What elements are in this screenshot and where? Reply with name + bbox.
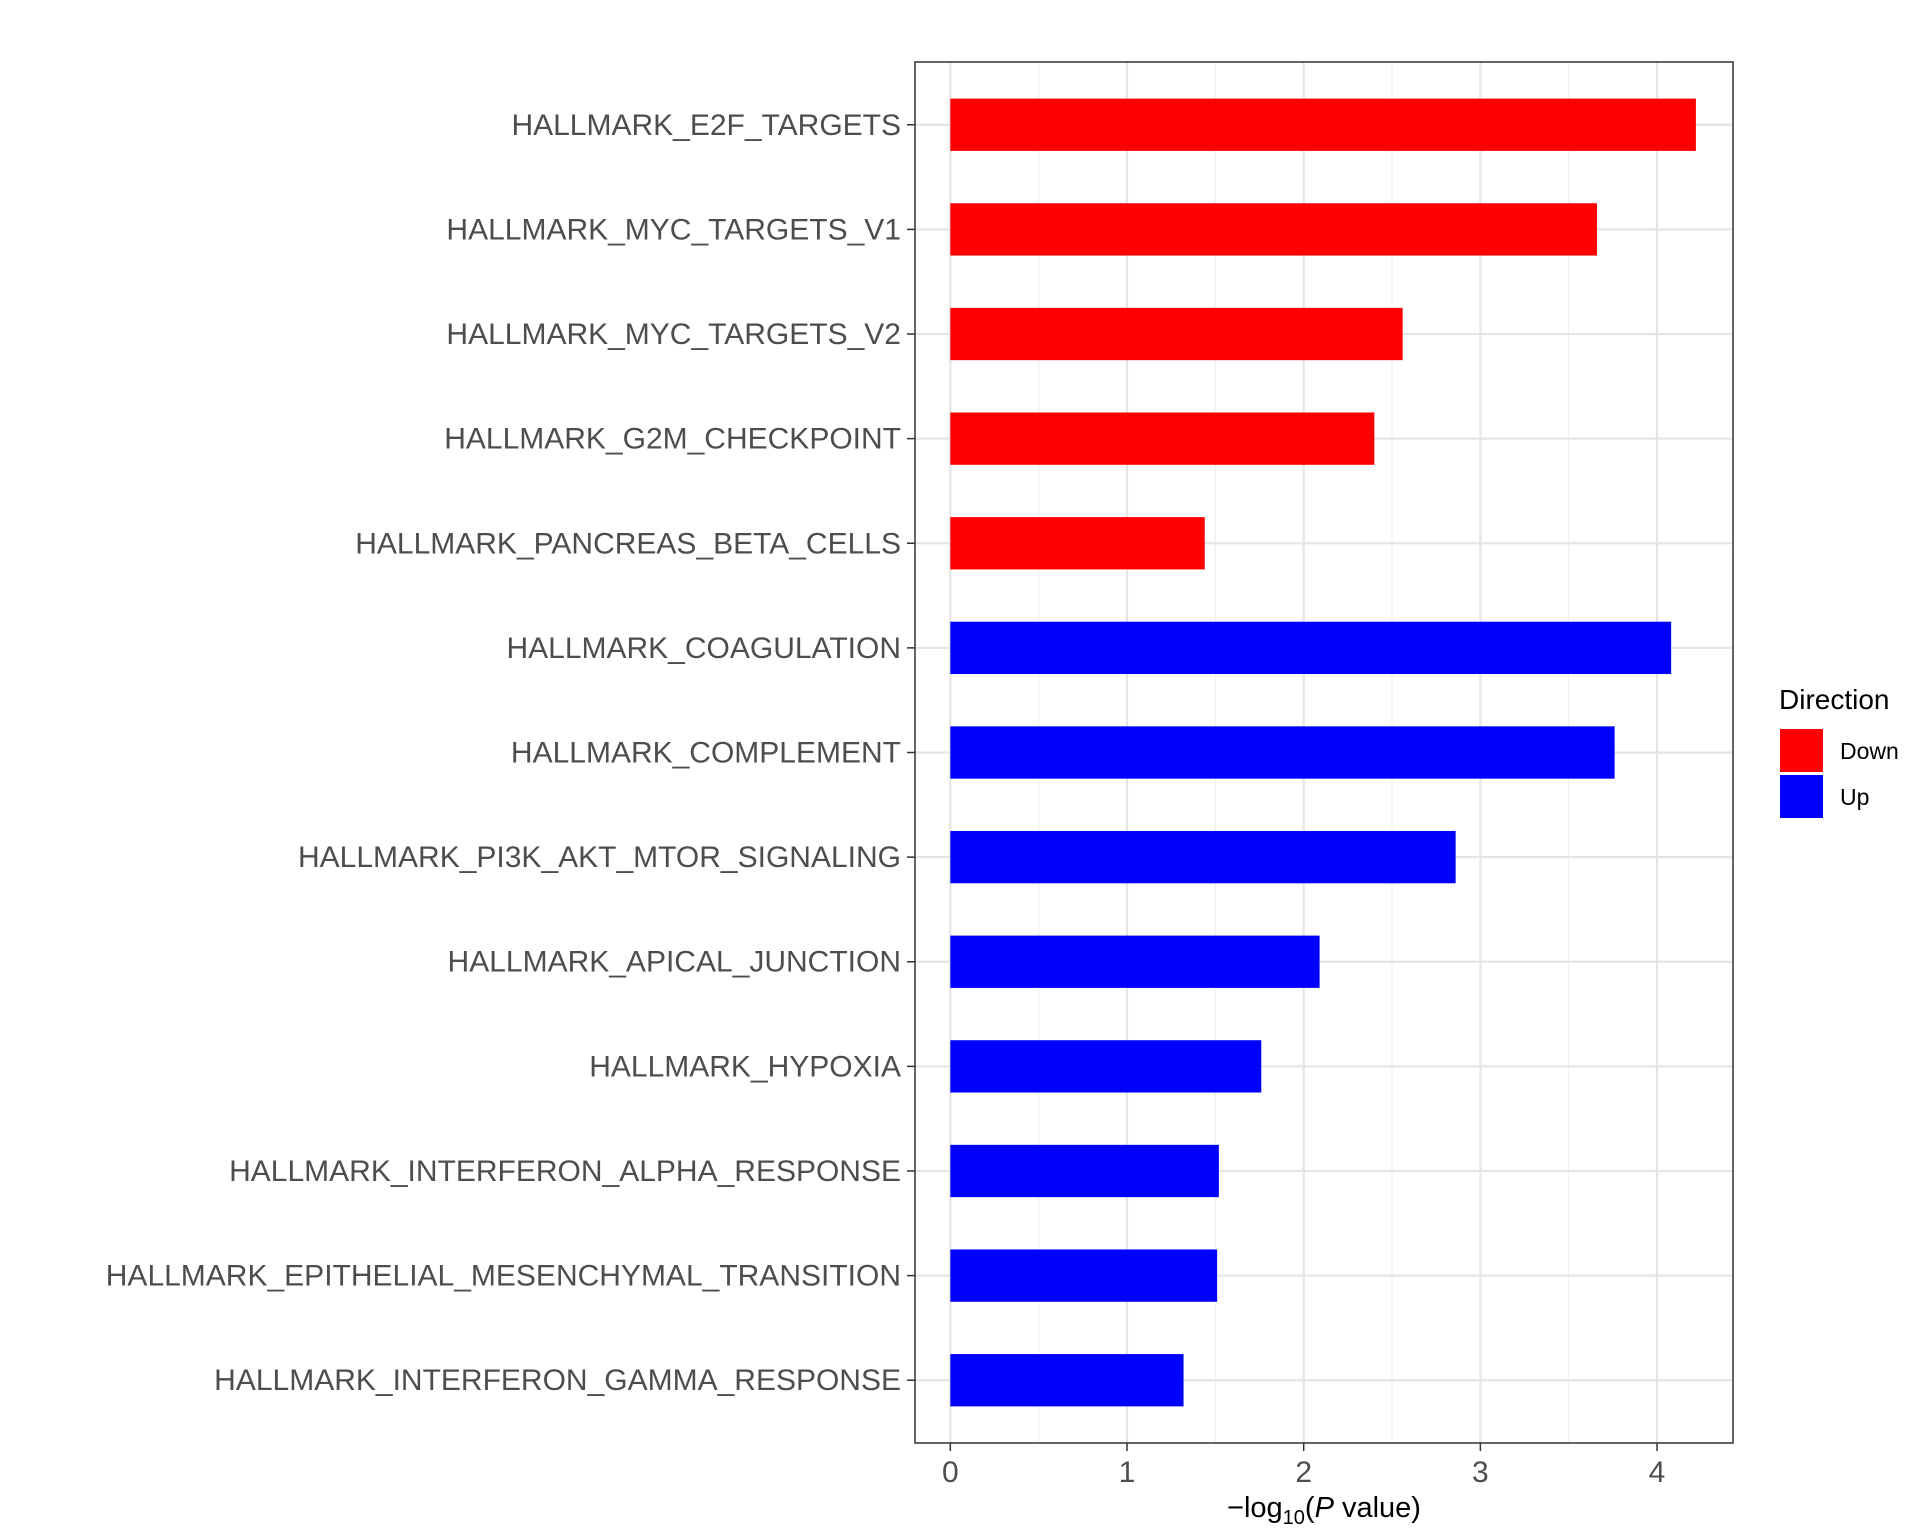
y-tick-label: HALLMARK_MYC_TARGETS_V1 xyxy=(446,213,901,246)
legend-key-down xyxy=(1780,729,1823,772)
x-axis-title-rest: value) xyxy=(1334,1492,1421,1524)
legend-key-up xyxy=(1780,775,1823,818)
x-axis-title-prefix: −log xyxy=(1227,1492,1283,1524)
bar xyxy=(950,1354,1184,1407)
x-axis-title-open: ( xyxy=(1305,1492,1315,1524)
y-tick-label: HALLMARK_INTERFERON_GAMMA_RESPONSE xyxy=(214,1364,901,1397)
x-axis-title-italic: P xyxy=(1315,1492,1335,1524)
legend: Direction Down Up xyxy=(1779,684,1899,818)
x-axis-title-subscript: 10 xyxy=(1283,1507,1305,1529)
bar xyxy=(950,1040,1262,1093)
bar xyxy=(950,203,1597,256)
legend-label-up: Up xyxy=(1840,784,1869,810)
y-tick-label: HALLMARK_PANCREAS_BETA_CELLS xyxy=(355,527,901,560)
y-tick-label: HALLMARK_G2M_CHECKPOINT xyxy=(444,423,901,456)
bar xyxy=(950,935,1320,988)
y-tick-label: HALLMARK_HYPOXIA xyxy=(589,1050,901,1083)
y-tick-label: HALLMARK_EPITHELIAL_MESENCHYMAL_TRANSITI… xyxy=(106,1260,901,1293)
bar xyxy=(950,1249,1218,1302)
y-tick-label: HALLMARK_COAGULATION xyxy=(506,632,901,665)
x-axis: 0 1 2 3 4 xyxy=(942,1443,1665,1489)
x-axis-title: −log10(P value) xyxy=(1227,1492,1421,1529)
bar xyxy=(950,830,1456,884)
bar xyxy=(950,412,1375,465)
y-tick-label: HALLMARK_MYC_TARGETS_V2 xyxy=(446,318,901,351)
y-tick-label: HALLMARK_PI3K_AKT_MTOR_SIGNALING xyxy=(298,841,901,874)
bar xyxy=(950,307,1403,361)
x-tick-label: 1 xyxy=(1119,1456,1136,1489)
bar xyxy=(950,98,1696,151)
x-tick-label: 2 xyxy=(1295,1456,1312,1489)
bar xyxy=(950,517,1205,570)
bar xyxy=(950,726,1615,779)
x-tick-label: 4 xyxy=(1649,1456,1666,1489)
y-tick-label: HALLMARK_COMPLEMENT xyxy=(511,737,901,770)
bar xyxy=(950,1144,1219,1198)
y-tick-label: HALLMARK_INTERFERON_ALPHA_RESPONSE xyxy=(229,1155,901,1188)
y-axis: HALLMARK_E2F_TARGETS HALLMARK_MYC_TARGETS… xyxy=(106,109,915,1397)
x-tick-label: 0 xyxy=(942,1456,959,1489)
y-tick-label: HALLMARK_E2F_TARGETS xyxy=(511,109,901,142)
x-tick-label: 3 xyxy=(1472,1456,1489,1489)
legend-title: Direction xyxy=(1779,684,1889,715)
y-tick-label: HALLMARK_APICAL_JUNCTION xyxy=(448,946,901,979)
bar xyxy=(950,621,1672,675)
legend-label-down: Down xyxy=(1840,738,1899,764)
bars-group xyxy=(950,98,1696,1407)
